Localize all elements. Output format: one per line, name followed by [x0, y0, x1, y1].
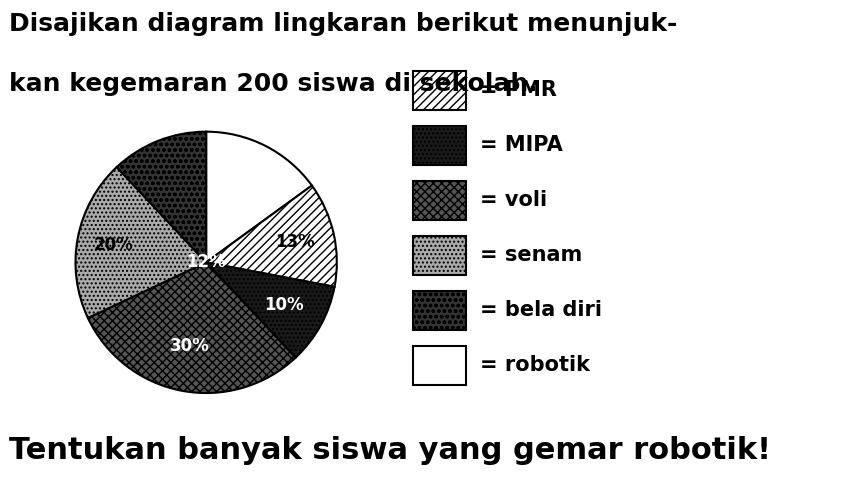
Bar [412, 346, 466, 385]
Text: 10%: 10% [265, 296, 304, 314]
Text: Tentukan banyak siswa yang gemar robotik!: Tentukan banyak siswa yang gemar robotik… [9, 436, 771, 465]
Text: 12%: 12% [186, 253, 226, 271]
Bar [412, 291, 466, 330]
Text: = PMR: = PMR [479, 80, 557, 100]
Wedge shape [76, 167, 206, 318]
Text: 13%: 13% [276, 234, 315, 251]
Wedge shape [117, 132, 206, 262]
Wedge shape [206, 132, 312, 262]
Bar [412, 71, 466, 110]
Text: = robotik: = robotik [479, 355, 589, 375]
Text: = MIPA: = MIPA [479, 135, 563, 155]
Bar [412, 126, 466, 165]
Wedge shape [206, 262, 334, 357]
Text: 30%: 30% [170, 337, 210, 355]
Text: = voli: = voli [479, 190, 547, 210]
Text: = bela diri: = bela diri [479, 300, 601, 320]
Text: Disajikan diagram lingkaran berikut menunjuk-: Disajikan diagram lingkaran berikut menu… [9, 12, 677, 36]
Wedge shape [88, 262, 295, 393]
Bar [412, 236, 466, 275]
Wedge shape [206, 186, 337, 287]
Bar [412, 181, 466, 220]
Text: = senam: = senam [479, 245, 582, 265]
Text: 20%: 20% [94, 236, 134, 254]
Text: kan kegemaran 200 siswa di sekolah.: kan kegemaran 200 siswa di sekolah. [9, 72, 537, 96]
